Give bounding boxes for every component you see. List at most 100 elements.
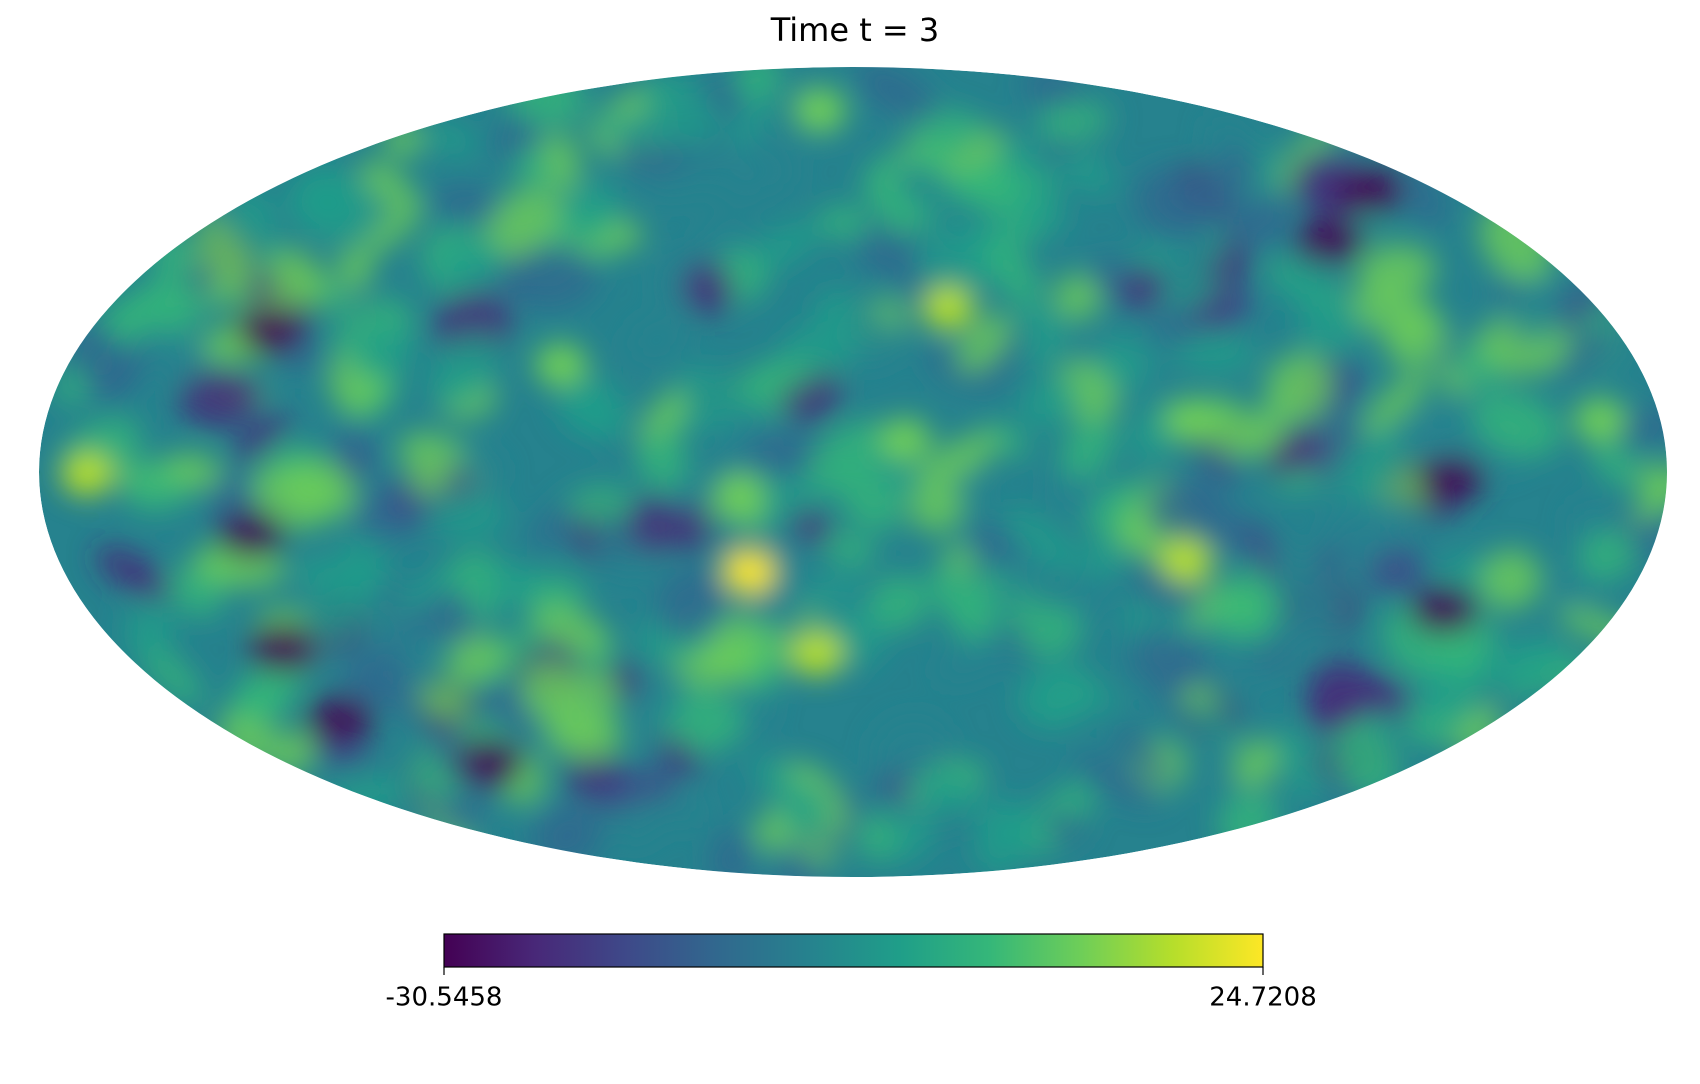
field-blob — [723, 550, 775, 594]
field-blob — [458, 449, 506, 483]
field-blob — [908, 482, 964, 533]
field-blob — [305, 567, 383, 643]
colorbar-tick-label: 24.7208 — [1209, 983, 1317, 1013]
field-blob — [1416, 456, 1484, 504]
field-blob — [429, 332, 498, 408]
field-blob — [217, 510, 285, 558]
field-blob — [712, 638, 767, 684]
field-blob — [698, 145, 764, 211]
field-blob — [231, 413, 291, 462]
field-blob — [699, 613, 755, 666]
field-blob — [164, 452, 223, 488]
field-blob — [1574, 398, 1626, 442]
field-blob — [96, 344, 150, 404]
field-blob — [438, 240, 506, 294]
field-blob — [456, 739, 524, 787]
field-blob — [805, 420, 883, 491]
colorbar-scale — [443, 933, 1264, 968]
field-blob — [1205, 452, 1244, 482]
field-blob — [1134, 167, 1213, 240]
colorbar-tick-label: -30.5458 — [386, 983, 503, 1013]
field-blob — [336, 245, 374, 292]
field-blob — [561, 200, 614, 243]
map-field — [56, 67, 1667, 877]
field-blob — [1631, 462, 1667, 525]
field-blob — [735, 570, 809, 638]
field-blob — [879, 418, 931, 462]
field-blob — [374, 573, 455, 625]
field-blob — [560, 376, 625, 437]
field-blob — [330, 422, 375, 467]
field-blob — [363, 199, 423, 256]
field-blob — [236, 306, 304, 354]
field-blob — [803, 574, 860, 604]
field-blob — [1018, 604, 1082, 658]
field-blob — [287, 163, 353, 229]
field-blob — [533, 604, 612, 654]
field-blob — [1016, 662, 1094, 731]
field-blob — [1265, 352, 1333, 422]
field-blob — [424, 494, 507, 540]
field-blob — [615, 797, 665, 847]
field-blob — [1119, 266, 1165, 310]
field-blob — [445, 634, 506, 685]
field-blob — [1399, 168, 1449, 227]
field-blob — [359, 159, 415, 209]
field-blob — [1362, 370, 1430, 435]
field-blob — [294, 736, 375, 766]
field-blob — [855, 67, 938, 124]
field-blob — [1037, 101, 1111, 143]
field-blob — [1053, 273, 1101, 321]
field-blob — [911, 767, 985, 821]
field-blob — [666, 383, 756, 432]
field-blob — [984, 234, 1041, 308]
field-blob — [535, 343, 587, 387]
field-blob — [915, 431, 1000, 489]
field-blob — [735, 67, 782, 103]
sky-map — [39, 67, 1667, 877]
field-blob — [1002, 508, 1083, 573]
field-blob — [138, 641, 203, 706]
field-blob — [1332, 723, 1399, 797]
field-blob — [732, 357, 815, 401]
field-blob — [306, 696, 374, 744]
field-blob — [1208, 575, 1282, 642]
field-blob — [1198, 146, 1259, 211]
field-blob — [429, 185, 503, 222]
field-blob — [1095, 336, 1151, 391]
field-blob — [893, 164, 952, 211]
field-blob — [656, 566, 728, 641]
field-blob — [1128, 628, 1208, 689]
field-blob — [1115, 726, 1172, 781]
field-blob — [914, 228, 985, 302]
field-blob — [418, 682, 470, 720]
field-blob — [1275, 725, 1323, 787]
field-blob — [593, 113, 672, 148]
field-blob — [990, 543, 1052, 617]
field-blob — [1410, 586, 1478, 634]
field-blob — [638, 674, 684, 734]
field-blob — [1153, 276, 1223, 312]
field-blob — [667, 789, 708, 830]
colorbar: -30.5458 24.7208 — [386, 933, 1317, 1013]
field-blob — [249, 624, 317, 672]
field-blob — [656, 736, 702, 775]
field-blob — [384, 588, 464, 637]
field-blob — [1018, 376, 1079, 429]
field-blob — [350, 329, 416, 378]
field-blob — [123, 601, 177, 658]
field-blob — [637, 429, 688, 491]
field-blob — [566, 485, 632, 524]
field-blob — [61, 452, 113, 496]
field-blob — [409, 462, 450, 497]
field-blob — [1326, 505, 1388, 569]
field-blob — [965, 523, 1025, 563]
field-blob — [727, 96, 775, 148]
field-blob — [1075, 755, 1162, 807]
field-blob — [230, 662, 303, 721]
field-blob — [1357, 244, 1437, 298]
field-blob — [750, 754, 805, 805]
field-blob — [872, 716, 950, 778]
